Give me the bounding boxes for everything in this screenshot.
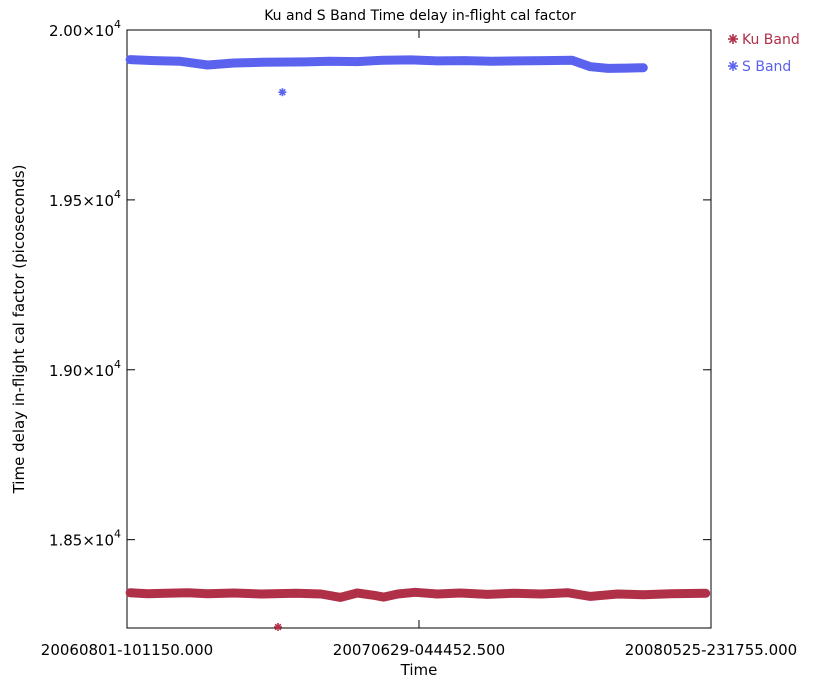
x-axis-label: Time: [400, 661, 438, 678]
legend-marker-s-band: [728, 61, 738, 71]
data-point: [379, 56, 388, 65]
data-point: [184, 588, 193, 597]
x-tick-label: 20060801-101150.000: [41, 641, 213, 659]
data-point: [541, 56, 550, 65]
x-tick-label: 20080525-231755.000: [625, 641, 797, 659]
data-point: [701, 589, 710, 598]
data-points: [126, 55, 710, 631]
data-point: [622, 64, 631, 73]
data-point: [456, 589, 465, 598]
data-point: [586, 62, 595, 71]
y-tick-label: 1.85×104: [49, 528, 121, 550]
data-point: [230, 58, 239, 67]
data-point: [325, 57, 334, 66]
x-tick-label: 20070629-044452.500: [333, 641, 505, 659]
data-point: [460, 56, 469, 65]
data-point: [537, 590, 546, 599]
data-point: [149, 56, 158, 65]
y-axis-label: Time delay in-flight cal factor (picosec…: [10, 165, 28, 495]
data-point: [433, 56, 442, 65]
data-point: [379, 593, 388, 602]
data-point: [370, 591, 379, 600]
y-tick-label: 1.90×104: [49, 358, 121, 380]
data-point: [203, 589, 212, 598]
data-point: [353, 57, 362, 66]
data-point: [393, 590, 402, 599]
data-point: [143, 589, 152, 598]
data-point: [586, 592, 595, 601]
plot-area: [126, 29, 712, 629]
data-point: [274, 622, 283, 631]
data-point: [336, 593, 345, 602]
data-point: [483, 590, 492, 599]
data-point: [301, 57, 310, 66]
legend: Ku Band S Band: [728, 32, 800, 75]
data-point: [257, 58, 266, 67]
data-point: [639, 63, 648, 72]
data-point: [230, 589, 239, 598]
data-point: [126, 55, 135, 64]
y-tick-label: 1.95×104: [49, 188, 121, 210]
data-point: [317, 590, 326, 599]
data-point: [487, 57, 496, 66]
data-point: [292, 589, 301, 598]
data-point: [176, 57, 185, 66]
data-point: [613, 590, 622, 599]
data-point: [126, 588, 135, 597]
data-point: [353, 589, 362, 598]
chart-title: Ku and S Band Time delay in-flight cal f…: [264, 8, 576, 24]
y-tick-labels: 1.85×104 1.90×104 1.95×104 2.00×104: [49, 18, 121, 550]
data-point: [406, 55, 415, 64]
series-bands: [125, 55, 711, 602]
data-point: [278, 88, 287, 97]
tick-marks: [126, 29, 712, 628]
data-point: [203, 60, 212, 69]
y-tick-label: 2.00×104: [49, 18, 121, 40]
data-point: [563, 588, 572, 597]
data-point: [604, 64, 613, 73]
data-point: [567, 56, 576, 65]
data-point: [509, 589, 518, 598]
data-point: [257, 590, 266, 599]
data-point: [162, 589, 171, 598]
data-point: [639, 590, 648, 599]
data-point: [514, 56, 523, 65]
data-point: [433, 590, 442, 599]
data-point: [666, 589, 675, 598]
data-point: [411, 588, 420, 597]
legend-marker-ku-band: [728, 34, 738, 44]
legend-label-s-band: S Band: [742, 59, 791, 75]
legend-label-ku-band: Ku Band: [742, 32, 800, 48]
